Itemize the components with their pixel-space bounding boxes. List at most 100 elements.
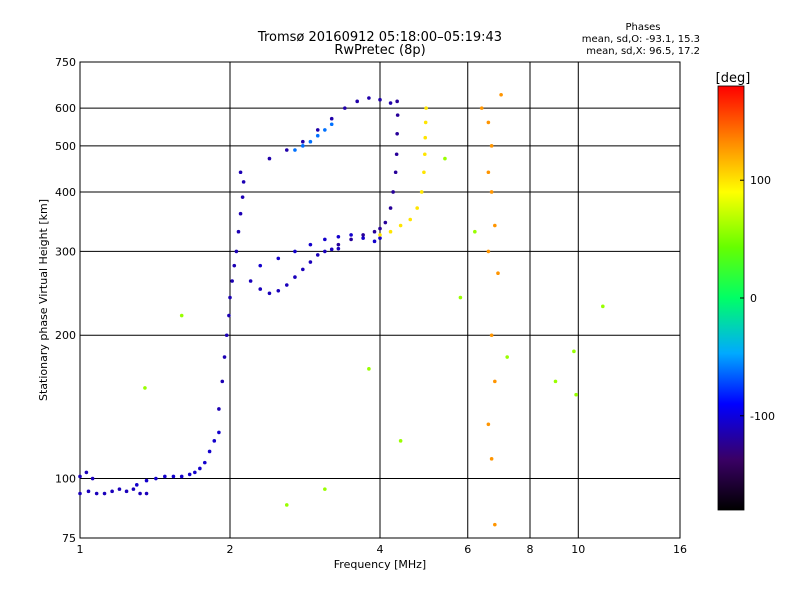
data-point	[489, 144, 494, 148]
data-point	[234, 249, 239, 254]
data-point	[217, 407, 221, 411]
data-point	[143, 386, 147, 390]
data-point	[323, 487, 327, 491]
data-point	[361, 236, 365, 240]
x-tick-label: 16	[673, 543, 687, 556]
data-point	[329, 122, 334, 127]
data-point	[84, 470, 89, 475]
data-point	[422, 152, 427, 157]
data-point	[424, 106, 428, 110]
data-point	[284, 148, 289, 152]
data-point	[228, 295, 232, 300]
data-point	[372, 239, 377, 244]
data-point	[493, 522, 497, 527]
data-point	[224, 333, 229, 338]
y-tick-label: 200	[55, 329, 76, 342]
y-tick-label: 100	[55, 473, 76, 486]
x-axis-label: Frequency [MHz]	[334, 558, 426, 571]
data-point	[378, 226, 382, 231]
data-point	[154, 476, 158, 481]
y-tick-label: 750	[55, 56, 76, 69]
data-point	[355, 99, 359, 104]
data-point	[388, 206, 393, 210]
data-point	[78, 474, 82, 479]
data-point	[323, 128, 327, 132]
data-point	[574, 392, 578, 397]
data-point	[489, 190, 494, 194]
data-point	[395, 113, 400, 117]
data-point	[308, 139, 313, 144]
y-tick-label: 75	[62, 532, 76, 545]
data-point	[144, 478, 149, 483]
y-tick-label: 400	[55, 186, 76, 199]
data-point	[315, 253, 320, 257]
data-point	[258, 263, 263, 268]
data-point	[248, 279, 253, 283]
data-point	[267, 291, 272, 296]
data-point	[458, 295, 463, 300]
data-point	[110, 489, 114, 494]
data-point	[393, 170, 398, 175]
data-point	[241, 180, 246, 184]
y-axis-ticks: 75 100 200 300 400 500 600 750	[55, 56, 76, 545]
data-point	[378, 233, 382, 237]
data-point	[398, 439, 403, 443]
data-point	[329, 116, 334, 121]
data-point	[258, 287, 263, 291]
data-point	[601, 304, 605, 309]
data-point	[336, 234, 341, 239]
colorbar-tick-label: 0	[750, 292, 757, 305]
data-point	[308, 260, 313, 264]
data-point	[117, 487, 122, 491]
data-point	[493, 223, 497, 228]
data-point	[220, 379, 225, 384]
data-point	[489, 333, 494, 338]
data-point	[349, 237, 353, 242]
y-tick-label: 300	[55, 245, 76, 258]
data-point	[238, 211, 243, 216]
data-point	[423, 135, 428, 140]
data-point	[423, 120, 428, 125]
data-point	[276, 288, 281, 293]
data-point	[367, 367, 371, 371]
data-point	[553, 379, 558, 384]
stats-o-line: mean, sd,O: -93.1, 15.3	[582, 34, 700, 45]
data-point	[193, 470, 197, 475]
colorbar-tick-label: -100	[750, 410, 775, 423]
data-point	[323, 237, 327, 242]
data-point	[367, 96, 371, 100]
data-point	[383, 220, 388, 225]
data-point	[323, 249, 327, 254]
colorbar-tick-label: 100	[750, 174, 771, 187]
data-point	[443, 156, 447, 161]
plot-area: 1 2 4 6 8 10 16 75 100 200 300 400 500 600 750	[55, 56, 687, 556]
data-point	[222, 355, 227, 359]
data-point	[276, 256, 281, 261]
data-points	[78, 92, 605, 527]
x-tick-label: 4	[377, 543, 384, 556]
data-point	[496, 271, 500, 276]
data-point	[489, 457, 494, 461]
data-point	[336, 246, 341, 251]
data-point	[415, 206, 419, 210]
data-point	[419, 190, 424, 194]
data-point	[240, 195, 245, 199]
data-point	[227, 313, 231, 318]
data-point	[336, 242, 341, 247]
data-point	[349, 233, 353, 237]
data-point	[388, 229, 393, 234]
data-point	[293, 148, 297, 152]
chart-subtitle: RwPretec (8p)	[334, 43, 425, 58]
data-point	[293, 275, 297, 279]
data-point	[486, 249, 491, 254]
x-tick-label: 8	[527, 543, 534, 556]
y-axis-label: Stationary phase Virtual Height [km]	[37, 199, 50, 401]
data-point	[486, 120, 491, 125]
data-point	[187, 472, 192, 477]
data-point	[230, 279, 234, 283]
data-point	[408, 217, 413, 222]
y-tick-label: 500	[55, 140, 76, 153]
data-point	[232, 263, 237, 268]
data-point	[138, 491, 142, 496]
data-point	[236, 229, 241, 234]
